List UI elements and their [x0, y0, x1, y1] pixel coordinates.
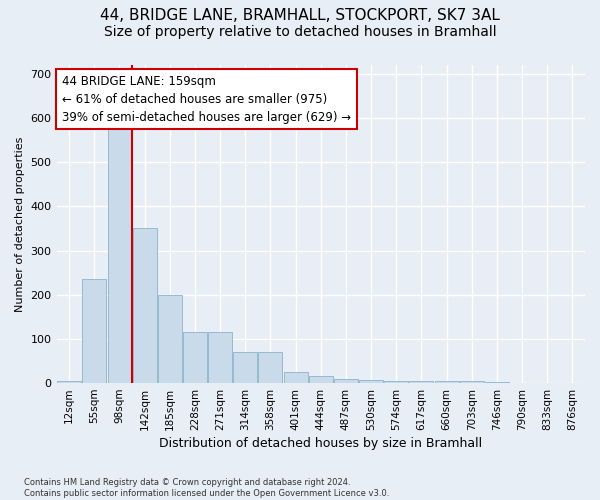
- Bar: [460, 382, 484, 383]
- Bar: [57, 381, 81, 383]
- Text: Contains HM Land Registry data © Crown copyright and database right 2024.
Contai: Contains HM Land Registry data © Crown c…: [24, 478, 389, 498]
- Bar: [309, 376, 333, 383]
- Bar: [385, 382, 408, 383]
- Text: 44, BRIDGE LANE, BRAMHALL, STOCKPORT, SK7 3AL: 44, BRIDGE LANE, BRAMHALL, STOCKPORT, SK…: [100, 8, 500, 22]
- Bar: [284, 372, 308, 383]
- Bar: [82, 280, 106, 383]
- Y-axis label: Number of detached properties: Number of detached properties: [15, 136, 25, 312]
- Text: Size of property relative to detached houses in Bramhall: Size of property relative to detached ho…: [104, 25, 496, 39]
- Bar: [133, 228, 157, 383]
- Bar: [409, 381, 433, 383]
- Bar: [208, 332, 232, 383]
- X-axis label: Distribution of detached houses by size in Bramhall: Distribution of detached houses by size …: [159, 437, 482, 450]
- Bar: [334, 378, 358, 383]
- Text: 44 BRIDGE LANE: 159sqm
← 61% of detached houses are smaller (975)
39% of semi-de: 44 BRIDGE LANE: 159sqm ← 61% of detached…: [62, 74, 351, 124]
- Bar: [259, 352, 283, 383]
- Bar: [107, 127, 131, 383]
- Bar: [233, 352, 257, 383]
- Bar: [434, 382, 458, 383]
- Bar: [183, 332, 207, 383]
- Bar: [485, 382, 509, 383]
- Bar: [158, 294, 182, 383]
- Bar: [359, 380, 383, 383]
